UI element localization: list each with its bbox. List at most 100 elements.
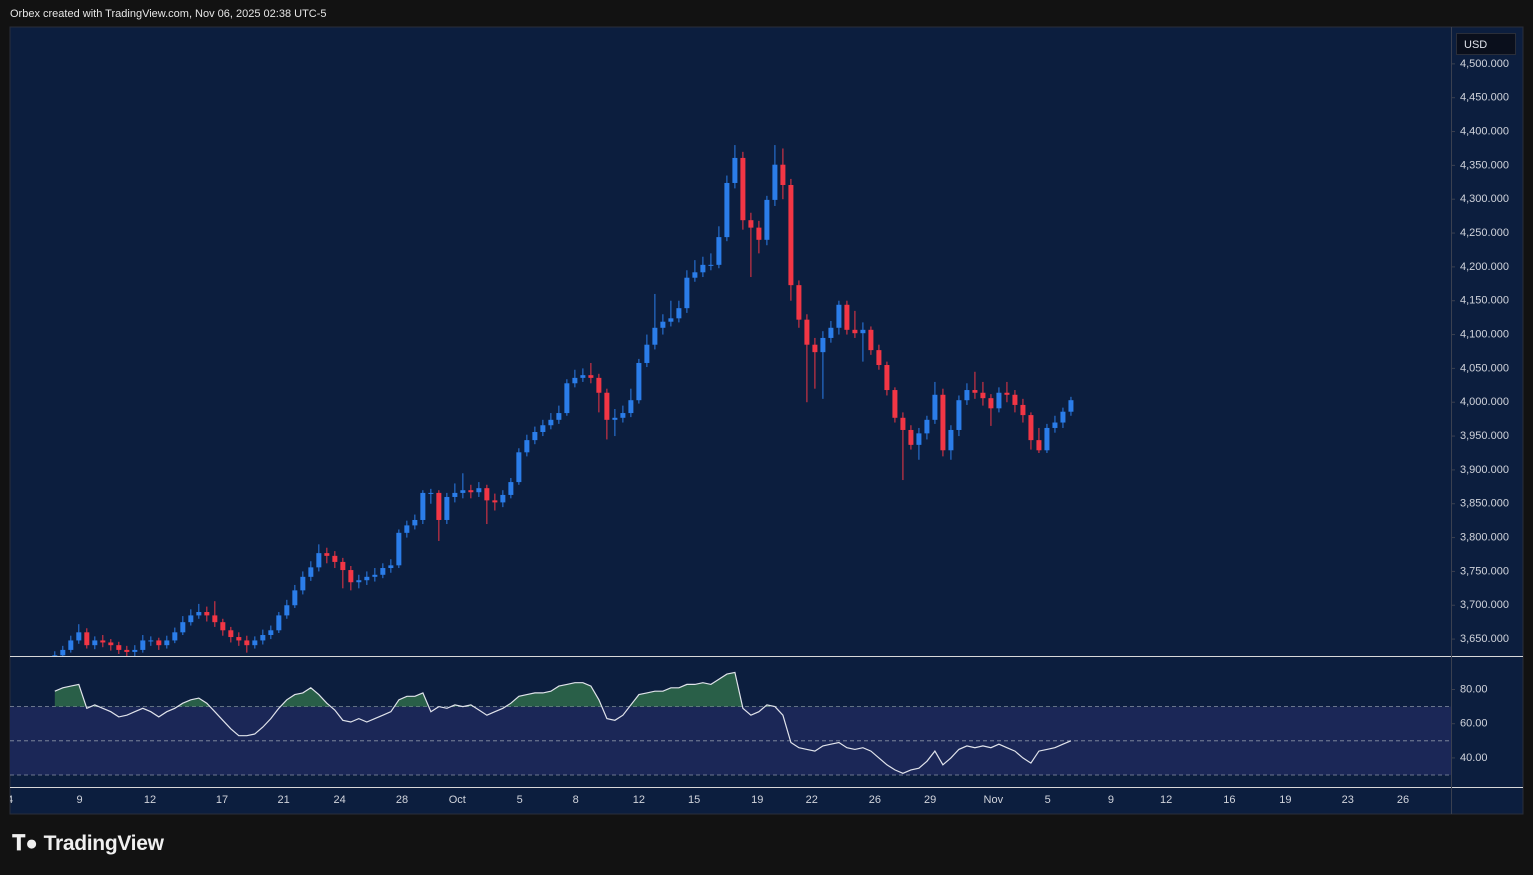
y-tick-label: 3,800.000 (1460, 531, 1509, 543)
candle-body (276, 615, 282, 631)
candle-body (324, 553, 330, 556)
candle-body (76, 632, 82, 641)
x-tick-label: 8 (573, 794, 579, 806)
candle-body (1060, 411, 1066, 423)
candle-body (828, 327, 834, 338)
x-tick-group: 19 (1279, 794, 1291, 806)
x-tick-group: 29 (924, 794, 936, 806)
candle-body (156, 640, 162, 646)
x-tick-group: 23 (1342, 794, 1354, 806)
candle-body (540, 425, 546, 433)
x-tick-label: 16 (1223, 794, 1235, 806)
candle-body (444, 496, 450, 520)
candle-body (508, 482, 514, 495)
candle-body (220, 622, 226, 631)
candle-body (908, 429, 914, 445)
candle-body (804, 319, 810, 345)
candle-body (764, 199, 770, 240)
candle-body (260, 635, 266, 641)
y-tick-label: 4,300.000 (1460, 193, 1509, 205)
candle-body (556, 413, 562, 420)
x-tick-group: 5 (517, 794, 523, 806)
candle-body (748, 220, 754, 228)
x-tick-group: 24 (334, 794, 346, 806)
y-tick-label: 3,750.000 (1460, 565, 1509, 577)
candle-body (812, 344, 818, 353)
candle-body (772, 164, 778, 200)
candle-body (1068, 400, 1074, 412)
y-tick-label: 3,900.000 (1460, 464, 1509, 476)
x-tick-label: 19 (1279, 794, 1291, 806)
x-tick-label: 23 (1342, 794, 1354, 806)
candle-body (628, 400, 634, 414)
candle-body (716, 237, 722, 265)
y-tick-label: 4,200.000 (1460, 261, 1509, 273)
y-tick-label: 40.00 (1460, 752, 1488, 764)
y-tick-label: 4,000.000 (1460, 396, 1509, 408)
candle-body (988, 398, 994, 409)
candle-body (228, 630, 234, 638)
candle-body (164, 640, 170, 646)
candle-body (860, 329, 866, 334)
candle-body (196, 612, 202, 616)
x-tick-group: 8 (573, 794, 579, 806)
candle-body (788, 185, 794, 286)
x-tick-label: 5 (1045, 794, 1051, 806)
logo: 𝐓● TradingView (12, 832, 164, 856)
candle-body (660, 321, 666, 328)
y-tick-label: 60.00 (1460, 718, 1488, 730)
candle-body (300, 576, 306, 591)
candle-body (452, 492, 458, 497)
candle-body (52, 655, 58, 656)
candle-body (524, 440, 530, 453)
x-tick-label: 26 (869, 794, 881, 806)
currency-button[interactable]: USD (1456, 33, 1516, 55)
x-tick-label: 9 (1108, 794, 1114, 806)
candle-body (356, 580, 362, 583)
candle-body (980, 392, 986, 399)
x-tick-label: Nov (984, 794, 1004, 806)
rsi-line (54, 671, 1072, 774)
candle-body (724, 182, 730, 238)
candle-body (292, 590, 298, 606)
candle-body (420, 492, 426, 520)
candle-body (588, 375, 594, 378)
candle-body (252, 640, 258, 646)
candle-body (820, 337, 826, 353)
candle-body (396, 532, 402, 566)
x-tick-label: 21 (278, 794, 290, 806)
y-tick-label: 80.00 (1460, 683, 1488, 695)
candle-body (1028, 415, 1034, 441)
y-tick-label: 4,050.000 (1460, 362, 1509, 374)
candle-body (852, 329, 858, 334)
candle-body (836, 304, 842, 328)
x-tick-group: 21 (278, 794, 290, 806)
x-tick-label: 17 (216, 794, 228, 806)
x-tick-group: 15 (688, 794, 700, 806)
candle-body (636, 362, 642, 401)
candle-body (388, 565, 394, 569)
candle-body (548, 419, 554, 426)
candle-body (1020, 404, 1026, 416)
chart-background (9, 26, 1524, 815)
candle-body (132, 649, 138, 652)
candle-body (476, 488, 482, 493)
candle-body (500, 494, 506, 503)
candle-body (876, 350, 882, 366)
candle-body (188, 615, 194, 623)
candle-body (332, 555, 338, 562)
overbought-fill-group (54, 672, 1071, 707)
candle-body (604, 392, 610, 420)
x-tick-group: Nov (984, 794, 1004, 806)
attribution: Orbex created with TradingView.com, Nov … (10, 8, 327, 20)
candle-body (652, 327, 658, 345)
rsi-band (10, 706, 1451, 776)
candle-body (340, 561, 346, 571)
x-tick-label: 24 (334, 794, 346, 806)
y-tick-label: 4,250.000 (1460, 227, 1509, 239)
x-tick-label: 4 (7, 794, 13, 806)
candle-body (180, 622, 186, 633)
x-tick-label: 29 (924, 794, 936, 806)
